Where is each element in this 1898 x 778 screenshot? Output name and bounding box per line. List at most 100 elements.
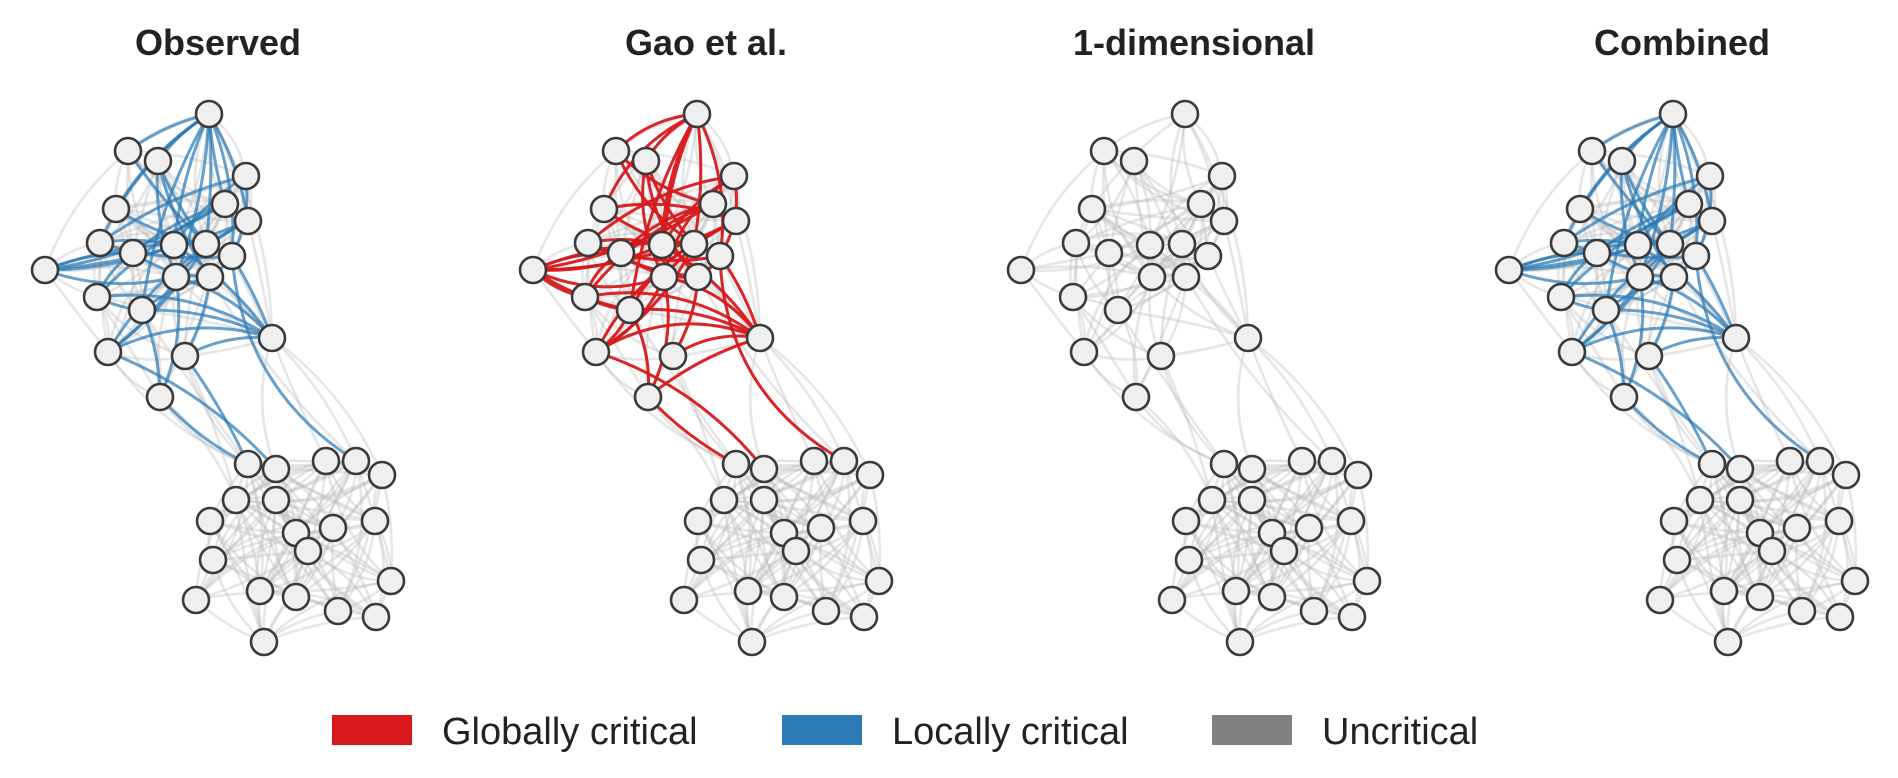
network-node xyxy=(1557,337,1587,367)
locally-critical-edge xyxy=(1668,113,1677,245)
locally-critical-edge xyxy=(107,350,278,470)
network-node xyxy=(686,545,716,575)
network-node xyxy=(367,460,397,490)
uncritical-edge xyxy=(1210,499,1242,643)
uncritical-edge xyxy=(1159,355,1214,501)
globally-critical-edge xyxy=(661,243,762,339)
uncritical-edge xyxy=(1698,499,1730,643)
network-node xyxy=(1174,545,1204,575)
uncritical-edge xyxy=(1312,474,1360,612)
uncritical-edge xyxy=(1735,336,1848,476)
network-node xyxy=(781,536,811,566)
network-node xyxy=(719,161,749,191)
network-node xyxy=(1135,230,1165,260)
uncritical-edge xyxy=(1239,615,1353,644)
uncritical-edge xyxy=(1102,150,1153,278)
uncritical-edge xyxy=(1020,243,1151,273)
network-node xyxy=(1193,241,1223,271)
uncritical-edge xyxy=(751,615,865,644)
network-node xyxy=(101,194,131,224)
uncritical-edge xyxy=(759,337,846,462)
uncritical-edge xyxy=(759,336,872,476)
uncritical-edge xyxy=(1171,526,1310,601)
uncritical-edge xyxy=(1184,520,1242,643)
uncritical-edge xyxy=(274,499,392,583)
uncritical-edge xyxy=(824,460,851,612)
network-node xyxy=(195,262,225,292)
network-node xyxy=(1725,454,1755,484)
network-node xyxy=(1674,189,1704,219)
uncritical-edge xyxy=(1604,309,1714,465)
network-node xyxy=(721,206,751,236)
network-node xyxy=(1695,161,1725,191)
uncritical-edge xyxy=(1020,265,1153,279)
uncritical-edge xyxy=(336,474,384,612)
network-node xyxy=(181,585,211,615)
network-node xyxy=(1197,485,1227,515)
uncritical-edge xyxy=(1134,276,1188,398)
network-node xyxy=(601,136,631,166)
locally-critical-edge xyxy=(1637,243,1738,339)
uncritical-edge xyxy=(1699,473,1847,504)
network-node xyxy=(1186,189,1216,219)
uncritical-edge xyxy=(1235,579,1368,593)
uncritical-edge xyxy=(260,337,278,470)
network-node xyxy=(745,323,775,353)
uncritical-edge xyxy=(696,520,754,643)
network-node xyxy=(249,627,279,657)
network-node xyxy=(864,566,894,596)
uncritical-edge xyxy=(1658,499,1741,601)
uncritical-edge xyxy=(1091,174,1223,211)
panel-title: Combined xyxy=(1594,22,1770,63)
uncritical-edge xyxy=(1184,276,1333,462)
network-node xyxy=(361,602,391,632)
uncritical-edge xyxy=(723,499,828,612)
network-node xyxy=(1577,136,1607,166)
locally-critical-edge xyxy=(1508,243,1639,272)
uncritical-edge xyxy=(747,579,880,593)
network-node xyxy=(633,382,663,412)
uncritical-edge xyxy=(1507,150,1593,271)
uncritical-edge xyxy=(1247,337,1334,462)
locally-critical-edge xyxy=(1560,293,1737,340)
uncritical-edge xyxy=(531,150,617,271)
network-node xyxy=(159,230,189,260)
globally-critical-edge xyxy=(584,291,761,340)
uncritical-edge xyxy=(723,498,864,523)
uncritical-edge xyxy=(1235,520,1352,593)
network-node xyxy=(281,582,311,612)
uncritical-edge xyxy=(734,463,752,592)
uncritical-edge xyxy=(234,499,266,643)
globally-critical-edge xyxy=(595,350,766,470)
uncritical-edge xyxy=(1676,558,1803,613)
network-node xyxy=(1209,449,1239,479)
locally-critical-edge xyxy=(98,112,210,244)
locally-critical-edge xyxy=(173,243,274,339)
locally-critical-edge xyxy=(140,113,211,311)
network-node xyxy=(848,506,878,536)
globally-critical-edge xyxy=(692,113,703,245)
network-node xyxy=(1662,545,1692,575)
uncritical-edge xyxy=(235,473,383,504)
network-node xyxy=(1237,454,1267,484)
network-node xyxy=(705,241,735,271)
network-node xyxy=(1343,460,1373,490)
locally-critical-edge xyxy=(230,255,357,463)
network-node xyxy=(143,146,173,176)
locally-critical-edge xyxy=(174,113,211,278)
network-node xyxy=(1655,229,1685,259)
panel-title: Gao et al. xyxy=(625,22,787,63)
uncritical-edge xyxy=(1800,460,1827,612)
uncritical-edge xyxy=(1159,355,1225,465)
network-node xyxy=(749,454,779,484)
network-node xyxy=(581,337,611,367)
globally-critical-edge xyxy=(587,241,721,262)
network-node xyxy=(570,282,600,312)
uncritical-edge xyxy=(208,520,266,643)
uncritical-edge xyxy=(1170,499,1253,601)
network-node xyxy=(323,596,353,626)
network-node xyxy=(1119,146,1149,176)
uncritical-edge xyxy=(660,113,699,246)
panels: Observed Gao et al. 1-dimensional Combined xyxy=(30,22,1870,657)
